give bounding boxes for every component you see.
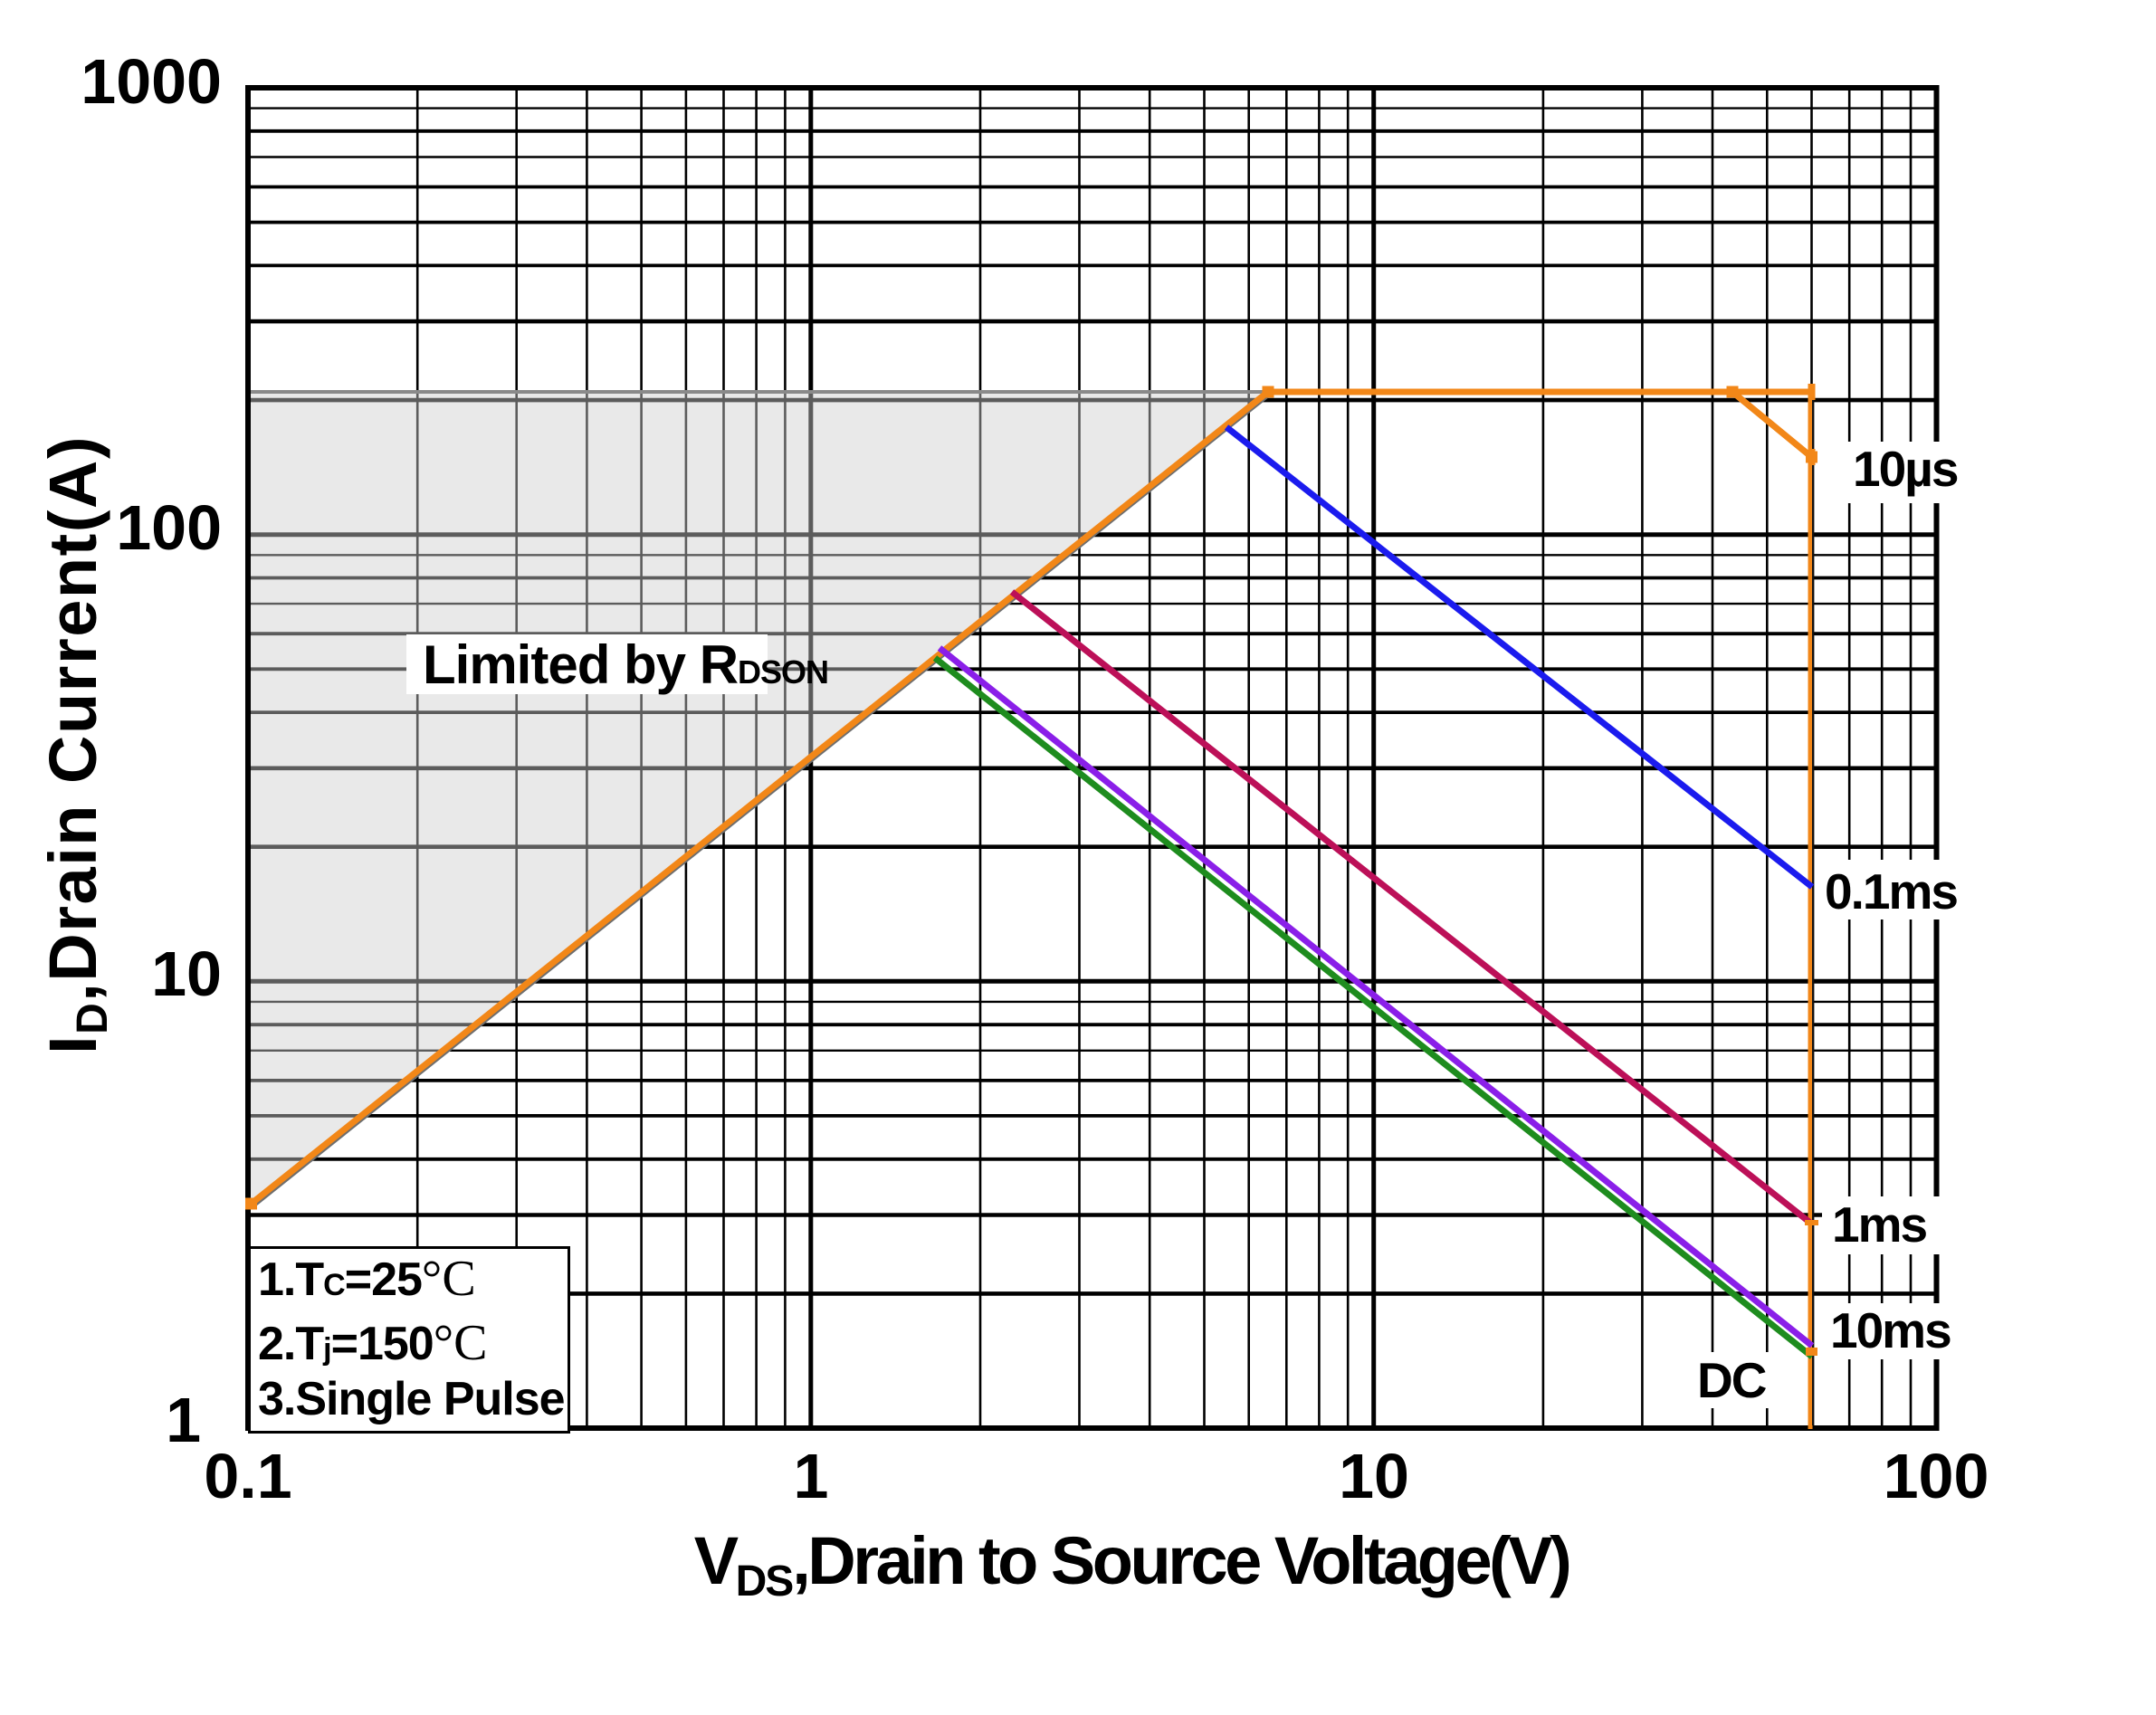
svg-text:10: 10 [151, 938, 222, 1009]
svg-text:DC: DC [1697, 1352, 1767, 1408]
svg-text:3.Single Pulse: 3.Single Pulse [258, 1373, 565, 1425]
svg-text:0.1: 0.1 [204, 1441, 291, 1511]
svg-text:1000: 1000 [81, 46, 222, 117]
svg-text:0.1ms: 0.1ms [1825, 863, 1957, 919]
svg-text:1: 1 [166, 1385, 201, 1455]
svg-text:100: 100 [1884, 1441, 1989, 1511]
svg-text:VDS,Drain to Source Voltage(V): VDS,Drain to Source Voltage(V) [694, 1523, 1569, 1605]
svg-text:10ms: 10ms [1830, 1302, 1951, 1358]
svg-text:10µs: 10µs [1853, 441, 1958, 497]
svg-text:1ms: 1ms [1832, 1196, 1926, 1253]
svg-text:2.Tj=150°C: 2.Tj=150°C [258, 1315, 487, 1371]
svg-text:10: 10 [1339, 1441, 1409, 1511]
svg-text:1: 1 [794, 1441, 829, 1511]
svg-text:1.TC=25°C: 1.TC=25°C [258, 1251, 476, 1307]
svg-text:100: 100 [116, 492, 222, 563]
svg-text:ID,Drain Current(A): ID,Drain Current(A) [35, 435, 117, 1054]
